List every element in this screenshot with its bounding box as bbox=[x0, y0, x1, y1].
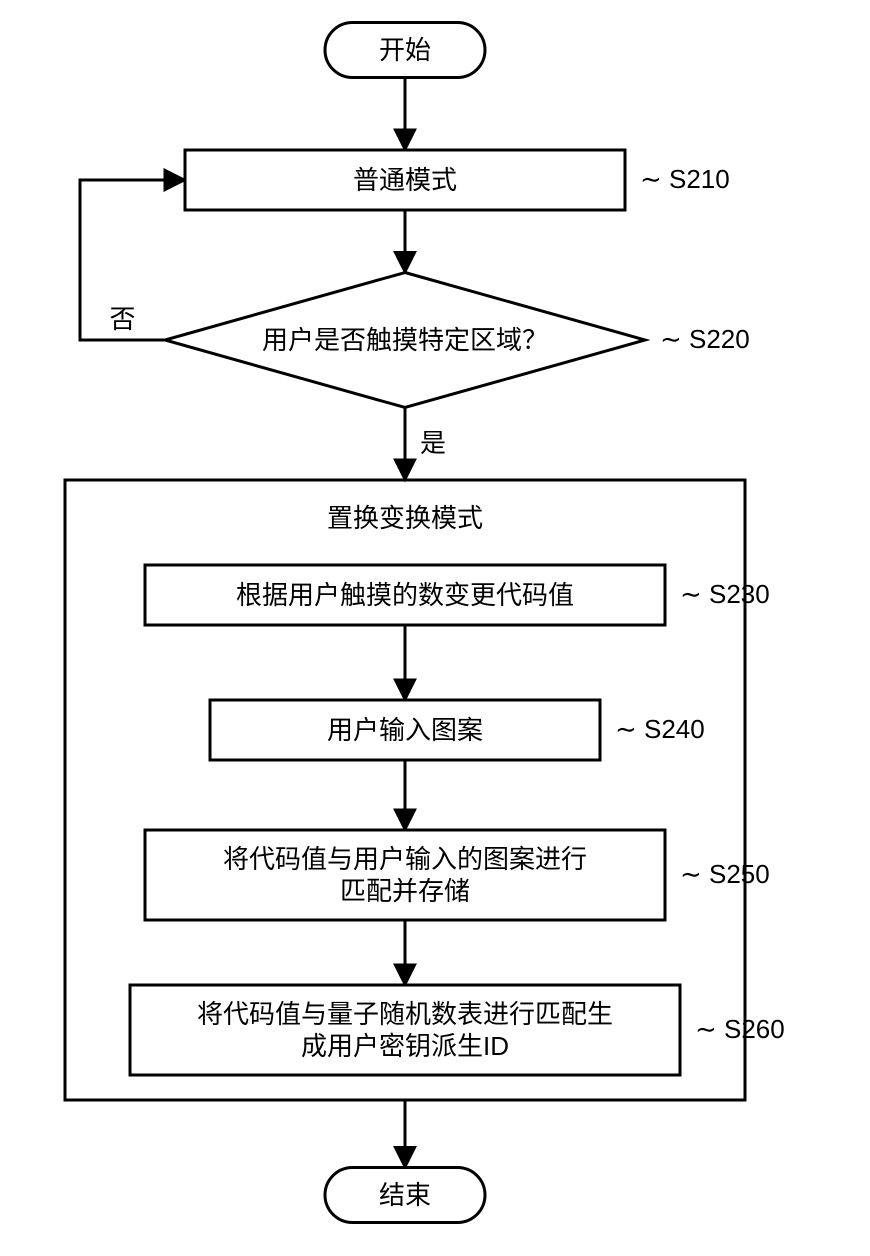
s210-text: 普通模式 bbox=[353, 165, 457, 195]
s240-text: 用户输入图案 bbox=[327, 715, 483, 745]
edge-label-no: 否 bbox=[109, 304, 135, 334]
s240-label: ∼ S240 bbox=[615, 714, 705, 744]
s230-text: 根据用户触摸的数变更代码值 bbox=[236, 580, 574, 610]
s250-text-1: 匹配并存储 bbox=[340, 876, 470, 906]
s220-label: ∼ S220 bbox=[660, 324, 750, 354]
edge-label: 是 bbox=[420, 428, 446, 458]
s250-text-0: 将代码值与用户输入的图案进行 bbox=[223, 844, 587, 874]
s250-label: ∼ S250 bbox=[680, 859, 770, 889]
end-text: 结束 bbox=[379, 1180, 431, 1210]
start-text: 开始 bbox=[379, 35, 431, 65]
s220-text: 用户是否触摸特定区域？ bbox=[262, 325, 548, 355]
s260-label: ∼ S260 bbox=[695, 1014, 785, 1044]
s230-label: ∼ S230 bbox=[680, 579, 770, 609]
s260-text-1: 成用户密钥派生ID bbox=[301, 1031, 509, 1061]
s260-text-0: 将代码值与量子随机数表进行匹配生 bbox=[197, 999, 613, 1029]
s210-label: ∼ S210 bbox=[640, 164, 730, 194]
container-title: 置换变换模式 bbox=[327, 503, 483, 533]
